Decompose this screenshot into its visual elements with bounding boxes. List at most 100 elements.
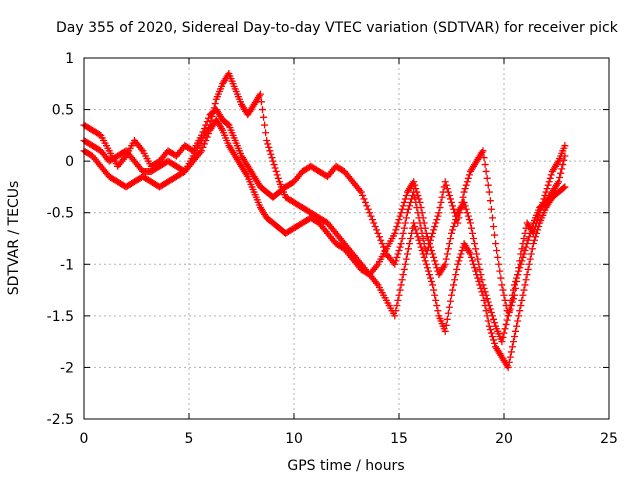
data-point [522,276,530,284]
data-point [413,229,421,237]
data-point [480,284,488,292]
data-point [429,281,437,289]
data-point [406,240,413,248]
data-point [273,171,281,179]
data-point [477,271,485,279]
data-point [274,174,282,182]
data-point [203,133,211,141]
data-point [441,327,449,335]
data-point [433,264,441,272]
data-point [422,260,430,268]
data-point [419,250,427,258]
data-point [461,185,469,193]
data-point [433,302,441,310]
data-point [544,181,552,189]
data-point [396,212,404,220]
data-point [506,302,514,310]
data-point [400,224,408,232]
data-point [368,216,376,224]
data-point [272,167,280,175]
data-point [504,363,512,371]
y-ticks: 1 0.5 0 -0.5 -1 -1.5 -2 -2.5 [47,51,609,428]
data-point [482,307,490,315]
data-point [397,209,405,217]
data-point [515,312,523,320]
data-point [535,222,543,230]
data-point [416,240,424,248]
data-point [425,240,433,248]
data-point [484,298,492,306]
data-point [400,198,408,206]
data-point [432,296,440,304]
data-point [398,235,406,242]
data-point [377,236,385,244]
data-point [404,245,412,253]
data-point [424,267,432,275]
data-point [408,195,416,203]
data-point [507,296,515,304]
data-point [518,257,526,265]
data-point [429,250,437,258]
data-point [547,171,555,179]
data-point [557,169,565,177]
data-point [451,276,459,284]
data-point [520,235,528,242]
data-point [527,250,535,258]
data-point [459,193,467,201]
data-point [417,204,425,212]
data-point [208,112,216,120]
data-point [496,267,504,275]
data-point [490,315,497,323]
data-point [444,188,452,196]
data-point [530,236,538,244]
data-point [423,264,431,272]
data-point [492,240,500,248]
data-point [508,343,516,351]
data-point [529,240,537,248]
data-point [449,286,457,294]
data-point [415,236,423,244]
data-point [257,98,265,106]
data-point [486,326,494,334]
data-point [516,307,524,315]
series-3 [80,116,569,346]
data-point [418,247,426,255]
data-point [393,302,401,310]
data-point [460,198,468,206]
data-point [392,257,400,265]
data-point [472,267,480,275]
data-point [560,156,568,164]
data-point [561,183,569,191]
data-point [485,188,493,196]
data-point [360,195,368,203]
data-point [521,247,529,255]
data-point [359,192,367,200]
data-point [450,281,458,289]
data-point [528,222,536,230]
data-point [469,229,476,237]
data-point [431,222,439,230]
x-axis-label: GPS time / hours [287,458,404,474]
data-point [497,274,505,282]
data-point [528,245,536,253]
data-point [410,219,418,227]
data-point [463,178,471,186]
data-point [487,205,495,213]
y-tick-label: -1 [60,257,74,273]
data-point [522,243,530,251]
plot-frame [83,57,610,420]
data-point [525,233,533,241]
data-point [434,307,442,315]
data-point [512,277,520,285]
data-point [392,307,400,315]
data-point [495,260,503,268]
data-point [444,245,452,253]
data-point [442,321,450,329]
data-point [443,250,451,258]
data-point [396,286,404,294]
data-point [482,291,490,299]
data-point [263,137,271,145]
data-point [460,188,468,196]
data-point [523,271,531,279]
